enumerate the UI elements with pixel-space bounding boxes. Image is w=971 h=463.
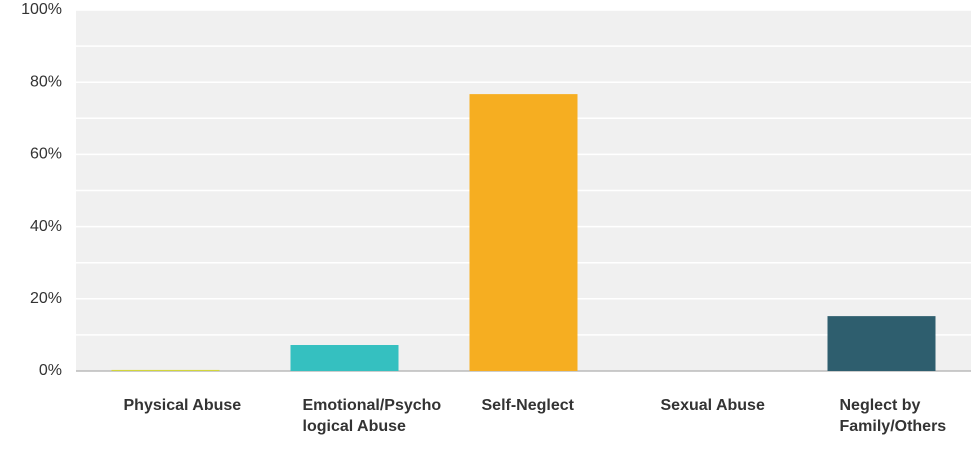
x-tick-label: Emotional/Psychological Abuse xyxy=(302,397,442,435)
y-tick-label: 100% xyxy=(21,1,62,18)
y-tick-label: 80% xyxy=(30,73,62,90)
x-tick-label: Sexual Abuse xyxy=(660,397,765,414)
y-tick-label: 40% xyxy=(30,218,62,235)
bar xyxy=(469,94,578,371)
bar xyxy=(111,369,220,371)
y-tick-label: 60% xyxy=(30,146,62,163)
x-tick-label: Physical Abuse xyxy=(123,397,242,414)
bar xyxy=(827,316,936,371)
y-tick-label: 20% xyxy=(30,290,62,307)
x-tick-label: Self-Neglect xyxy=(481,397,574,414)
x-tick-label: Neglect by Family/Others xyxy=(839,397,947,435)
y-tick-label: 0% xyxy=(39,362,62,379)
bar xyxy=(290,345,399,371)
